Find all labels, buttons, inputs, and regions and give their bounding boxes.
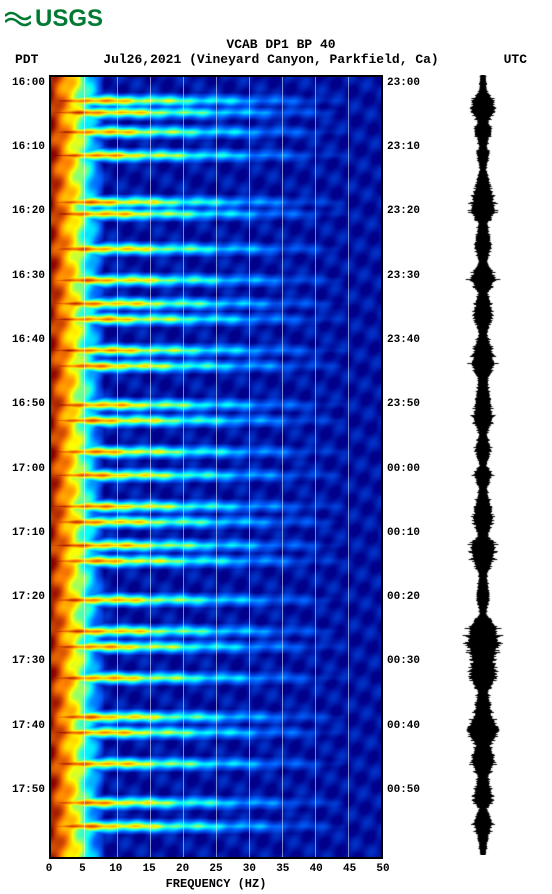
x-tick: 45 [343,863,356,875]
usgs-logo: USGS [5,5,552,33]
y-tick-right: 00:30 [387,655,420,667]
chart-subtitle: PDT Jul26,2021 (Vineyard Canyon, Parkfie… [5,52,552,67]
y-tick-left: 17:20 [12,591,45,603]
waveform-plot [433,75,533,855]
chart-container: 16:00 16:10 16:20 16:30 16:40 16:50 17:00 17:10… [5,75,552,859]
y-tick-left: 16:50 [12,398,45,410]
x-tick: 15 [143,863,156,875]
y-tick-left: 17:10 [12,527,45,539]
x-tick: 10 [109,863,122,875]
y-tick-left: 16:00 [12,77,45,89]
grid-line [348,77,349,857]
x-tick: 40 [310,863,323,875]
y-tick-right: 00:50 [387,784,420,796]
x-tick: 25 [209,863,222,875]
x-tick: 5 [79,863,86,875]
grid-line [84,77,85,857]
x-tick: 20 [176,863,189,875]
grid-line [150,77,151,857]
wave-icon [5,10,31,28]
y-tick-left: 16:10 [12,141,45,153]
grid-line [117,77,118,857]
x-tick: 30 [243,863,256,875]
waveform-canvas [433,75,533,855]
spectrogram-plot [49,75,383,859]
grid-line [216,77,217,857]
grid-line [249,77,250,857]
y-tick-right: 00:00 [387,463,420,475]
x-axis-label: FREQUENCY (HZ) [166,877,267,891]
y-axis-left: 16:00 16:10 16:20 16:30 16:40 16:50 17:00 17:10… [5,75,49,859]
grid-line [315,77,316,857]
y-tick-right: 23:30 [387,270,420,282]
chart-title: VCAB DP1 BP 40 [5,37,552,52]
y-tick-right: 23:20 [387,205,420,217]
left-timezone: PDT [15,52,38,67]
right-timezone: UTC [504,52,527,67]
grid-line [282,77,283,857]
y-tick-left: 16:40 [12,334,45,346]
y-tick-right: 00:10 [387,527,420,539]
x-tick: 35 [276,863,289,875]
y-tick-right: 23:10 [387,141,420,153]
y-tick-right: 23:50 [387,398,420,410]
grid-line [183,77,184,857]
y-tick-right: 00:40 [387,720,420,732]
y-tick-left: 17:50 [12,784,45,796]
y-tick-left: 17:40 [12,720,45,732]
logo-text: USGS [35,5,103,33]
x-tick: 0 [46,863,53,875]
y-tick-left: 16:30 [12,270,45,282]
y-axis-right: 23:00 23:10 23:20 23:30 23:40 23:50 00:00 00:10… [383,75,433,859]
y-tick-right: 00:20 [387,591,420,603]
date-station: Jul26,2021 (Vineyard Canyon, Parkfield, … [103,52,438,67]
x-axis: FREQUENCY (HZ) 05101520253035404550 [49,859,383,889]
y-tick-left: 17:00 [12,463,45,475]
x-tick: 50 [376,863,389,875]
y-tick-right: 23:00 [387,77,420,89]
y-tick-left: 16:20 [12,205,45,217]
y-tick-left: 17:30 [12,655,45,667]
y-tick-right: 23:40 [387,334,420,346]
